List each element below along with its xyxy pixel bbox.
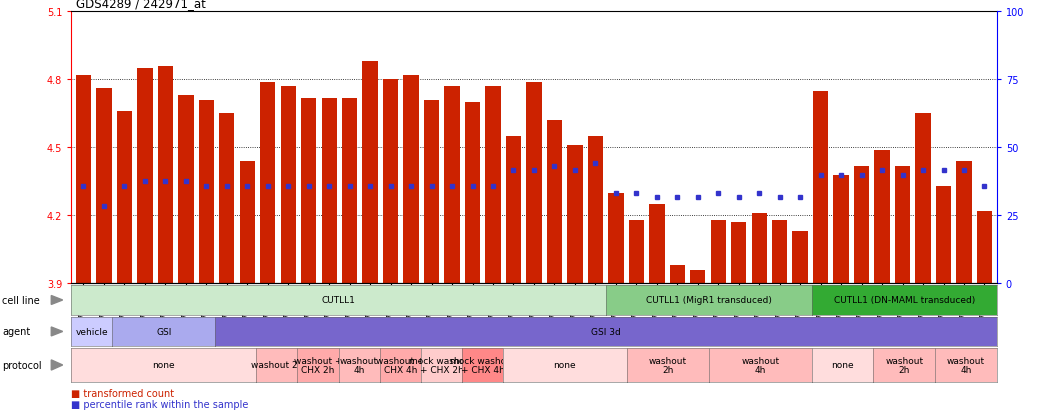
Bar [711, 221, 726, 284]
Text: washout +
CHX 4h: washout + CHX 4h [376, 356, 424, 375]
Bar [117, 112, 132, 284]
Bar [199, 101, 214, 284]
Bar [731, 223, 747, 284]
Bar [793, 232, 808, 284]
Text: washout
4h: washout 4h [741, 356, 779, 375]
Text: cell line: cell line [2, 295, 40, 305]
Bar [752, 214, 766, 284]
Text: washout 2h: washout 2h [250, 361, 303, 370]
Bar [403, 76, 419, 284]
Text: agent: agent [2, 327, 30, 337]
Bar [874, 150, 890, 284]
Bar [362, 62, 378, 284]
Bar [96, 89, 112, 284]
Text: mock washout
+ CHX 2h: mock washout + CHX 2h [408, 356, 474, 375]
Bar [527, 83, 541, 284]
Bar [302, 98, 316, 284]
Bar [506, 137, 521, 284]
Text: none: none [153, 361, 175, 370]
Bar [342, 98, 357, 284]
Text: washout
2h: washout 2h [885, 356, 923, 375]
Text: GSI 3d: GSI 3d [592, 327, 621, 336]
Bar [137, 69, 153, 284]
Bar [915, 114, 931, 284]
Bar [608, 193, 624, 284]
Bar [956, 161, 972, 284]
Bar [670, 266, 685, 284]
Text: protocol: protocol [2, 360, 42, 370]
Bar [465, 103, 481, 284]
Text: ■ transformed count: ■ transformed count [71, 388, 174, 398]
Bar [649, 204, 665, 284]
Text: washout +
CHX 2h: washout + CHX 2h [294, 356, 342, 375]
Bar [383, 80, 398, 284]
Bar [812, 92, 828, 284]
Text: CUTLL1: CUTLL1 [321, 296, 356, 305]
Text: washout
4h: washout 4h [340, 356, 378, 375]
Text: mock washout
+ CHX 4h: mock washout + CHX 4h [450, 356, 515, 375]
Text: CUTLL1 (DN-MAML transduced): CUTLL1 (DN-MAML transduced) [833, 296, 975, 305]
Bar [854, 166, 869, 284]
Bar [833, 175, 849, 284]
Bar [444, 87, 460, 284]
Bar [690, 270, 706, 284]
Text: none: none [831, 361, 853, 370]
Bar [772, 221, 787, 284]
Text: none: none [554, 361, 576, 370]
Polygon shape [51, 327, 63, 336]
Bar [260, 83, 275, 284]
Text: vehicle: vehicle [75, 327, 108, 336]
Bar [158, 66, 173, 284]
Text: GSI: GSI [156, 327, 172, 336]
Bar [628, 221, 644, 284]
Bar [587, 137, 603, 284]
Bar [486, 87, 500, 284]
Bar [219, 114, 235, 284]
Text: washout
2h: washout 2h [648, 356, 687, 375]
Bar [424, 101, 440, 284]
Bar [567, 146, 582, 284]
Bar [547, 121, 562, 284]
Bar [936, 187, 951, 284]
Bar [240, 161, 255, 284]
Bar [977, 211, 993, 284]
Polygon shape [51, 296, 63, 305]
Bar [281, 87, 296, 284]
Bar [178, 96, 194, 284]
Text: CUTLL1 (MigR1 transduced): CUTLL1 (MigR1 transduced) [646, 296, 772, 305]
Bar [321, 98, 337, 284]
Text: ■ percentile rank within the sample: ■ percentile rank within the sample [71, 399, 248, 409]
Text: GDS4289 / 242971_at: GDS4289 / 242971_at [76, 0, 206, 10]
Bar [75, 76, 91, 284]
Text: washout
4h: washout 4h [946, 356, 985, 375]
Bar [895, 166, 910, 284]
Polygon shape [51, 360, 63, 370]
